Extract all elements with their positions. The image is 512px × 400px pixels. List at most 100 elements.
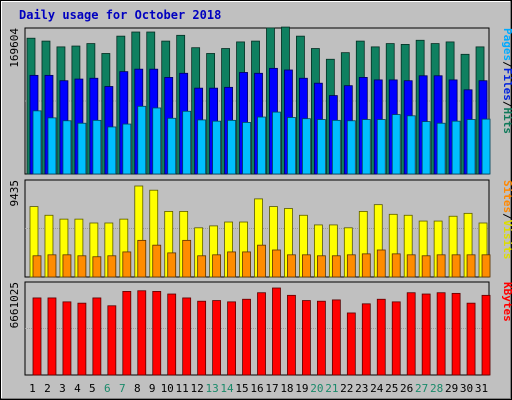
bar-kbytes-day-28 <box>436 292 446 376</box>
bar-pages-day-3 <box>62 120 72 175</box>
bar-pages-day-22 <box>346 120 356 175</box>
x-tick-day-1: 1 <box>29 382 36 395</box>
bar-pages-day-4 <box>77 122 87 175</box>
legend-item-pages: Pages <box>501 28 512 61</box>
legend-item-separator-1: / <box>501 213 512 220</box>
x-axis-day-labels: 1 2 3 4 5 6 7 8 9 10 11 12 13 14 15 16 17 18 19 20 21 22 23 24 2… <box>29 382 488 395</box>
x-tick-day-22: 22 <box>340 382 353 395</box>
bar-kbytes-day-9 <box>152 291 162 376</box>
bar-pages-day-27 <box>421 121 431 175</box>
x-tick-day-13: 13 <box>205 382 218 395</box>
bar-pages-day-6 <box>107 126 117 175</box>
bar-sites-day-4 <box>77 255 87 278</box>
bar-sites-day-7 <box>122 251 132 278</box>
panel-bottom: 6661025 KBytes <box>8 281 512 376</box>
panel-top-legend: Pages/Files/Hits <box>501 28 512 134</box>
bar-pages-day-20 <box>316 119 326 175</box>
legend-item-separator-3: / <box>501 101 512 108</box>
bar-pages-day-17 <box>272 111 281 175</box>
legend-item-kbytes: KBytes <box>501 282 512 322</box>
bar-kbytes-day-22 <box>346 312 356 376</box>
bar-sites-day-10 <box>167 252 177 278</box>
bar-sites-day-6 <box>107 255 117 278</box>
x-tick-day-12: 12 <box>191 382 204 395</box>
bar-kbytes-day-23 <box>361 303 371 376</box>
bar-pages-day-25 <box>391 114 401 175</box>
x-tick-day-15: 15 <box>235 382 248 395</box>
bar-kbytes-day-26 <box>406 292 416 376</box>
bar-pages-day-14 <box>227 119 236 175</box>
chart-panels: 169604Pages/Files/Hits9435Sites/Visits66… <box>8 26 512 376</box>
bar-kbytes-day-15 <box>242 298 251 376</box>
x-tick-day-3: 3 <box>59 382 66 395</box>
bar-kbytes-day-16 <box>257 292 266 376</box>
bar-sites-day-18 <box>287 254 296 278</box>
panel-mid-legend: Sites/Visits <box>501 180 512 260</box>
legend-item-files: Files <box>501 68 512 101</box>
x-tick-day-23: 23 <box>355 382 368 395</box>
x-tick-day-18: 18 <box>280 382 293 395</box>
bar-sites-day-1 <box>32 255 42 278</box>
bar-sites-day-30 <box>466 254 476 278</box>
bar-sites-day-21 <box>331 255 341 278</box>
bar-sites-day-12 <box>197 255 207 278</box>
bar-sites-day-15 <box>242 251 251 278</box>
x-tick-day-29: 29 <box>445 382 458 395</box>
bar-sites-day-31 <box>481 254 491 278</box>
x-tick-day-14: 14 <box>220 382 234 395</box>
bar-sites-day-26 <box>406 254 416 278</box>
bar-pages-day-5 <box>92 119 102 175</box>
x-tick-day-9: 9 <box>149 382 156 395</box>
bar-sites-day-27 <box>421 255 431 278</box>
x-tick-day-7: 7 <box>119 382 126 395</box>
bar-kbytes-day-27 <box>421 293 431 376</box>
bar-kbytes-day-8 <box>137 290 147 376</box>
x-tick-day-6: 6 <box>104 382 111 395</box>
x-tick-day-16: 16 <box>250 382 263 395</box>
bar-kbytes-day-24 <box>376 298 386 376</box>
bar-kbytes-day-25 <box>391 301 401 376</box>
panel-mid-max-label: 9435 <box>8 180 21 207</box>
bar-pages-day-23 <box>361 119 371 175</box>
bar-pages-day-2 <box>47 117 57 175</box>
legend-item-hits: Hits <box>501 108 512 135</box>
bar-sites-day-11 <box>182 239 192 278</box>
bar-kbytes-day-13 <box>212 300 222 376</box>
bar-kbytes-day-21 <box>331 299 341 376</box>
bar-kbytes-day-18 <box>287 294 296 376</box>
x-tick-day-24: 24 <box>370 382 384 395</box>
bar-pages-day-16 <box>257 116 266 175</box>
bar-pages-day-19 <box>302 118 311 175</box>
bar-pages-day-21 <box>331 119 341 175</box>
legend-item-sites: Sites <box>501 180 512 213</box>
x-tick-day-28: 28 <box>430 382 443 395</box>
bar-sites-day-24 <box>376 249 386 278</box>
x-tick-day-30: 30 <box>460 382 473 395</box>
bar-pages-day-1 <box>32 110 42 175</box>
x-tick-day-5: 5 <box>89 382 96 395</box>
x-tick-day-4: 4 <box>74 382 81 395</box>
bar-sites-day-28 <box>436 254 446 278</box>
bar-sites-day-3 <box>62 254 72 278</box>
bar-sites-day-25 <box>391 253 401 278</box>
bar-pages-day-30 <box>466 119 476 175</box>
bar-kbytes-day-3 <box>62 301 72 376</box>
bar-pages-day-24 <box>376 119 386 175</box>
bar-pages-day-13 <box>212 120 222 175</box>
x-tick-day-8: 8 <box>134 382 141 395</box>
bar-pages-day-8 <box>137 105 147 175</box>
bar-kbytes-day-1 <box>32 297 42 376</box>
bar-kbytes-day-11 <box>182 297 192 376</box>
x-tick-day-26: 26 <box>400 382 413 395</box>
bar-sites-day-20 <box>316 255 326 278</box>
x-tick-day-19: 19 <box>295 382 308 395</box>
panel-bottom-max-label: 6661025 <box>8 282 21 328</box>
bar-sites-day-22 <box>346 254 356 278</box>
bar-kbytes-day-10 <box>167 293 177 376</box>
x-tick-day-21: 21 <box>325 382 338 395</box>
bar-pages-day-26 <box>406 115 416 175</box>
bar-kbytes-day-2 <box>47 297 57 376</box>
bar-pages-day-9 <box>152 107 162 175</box>
